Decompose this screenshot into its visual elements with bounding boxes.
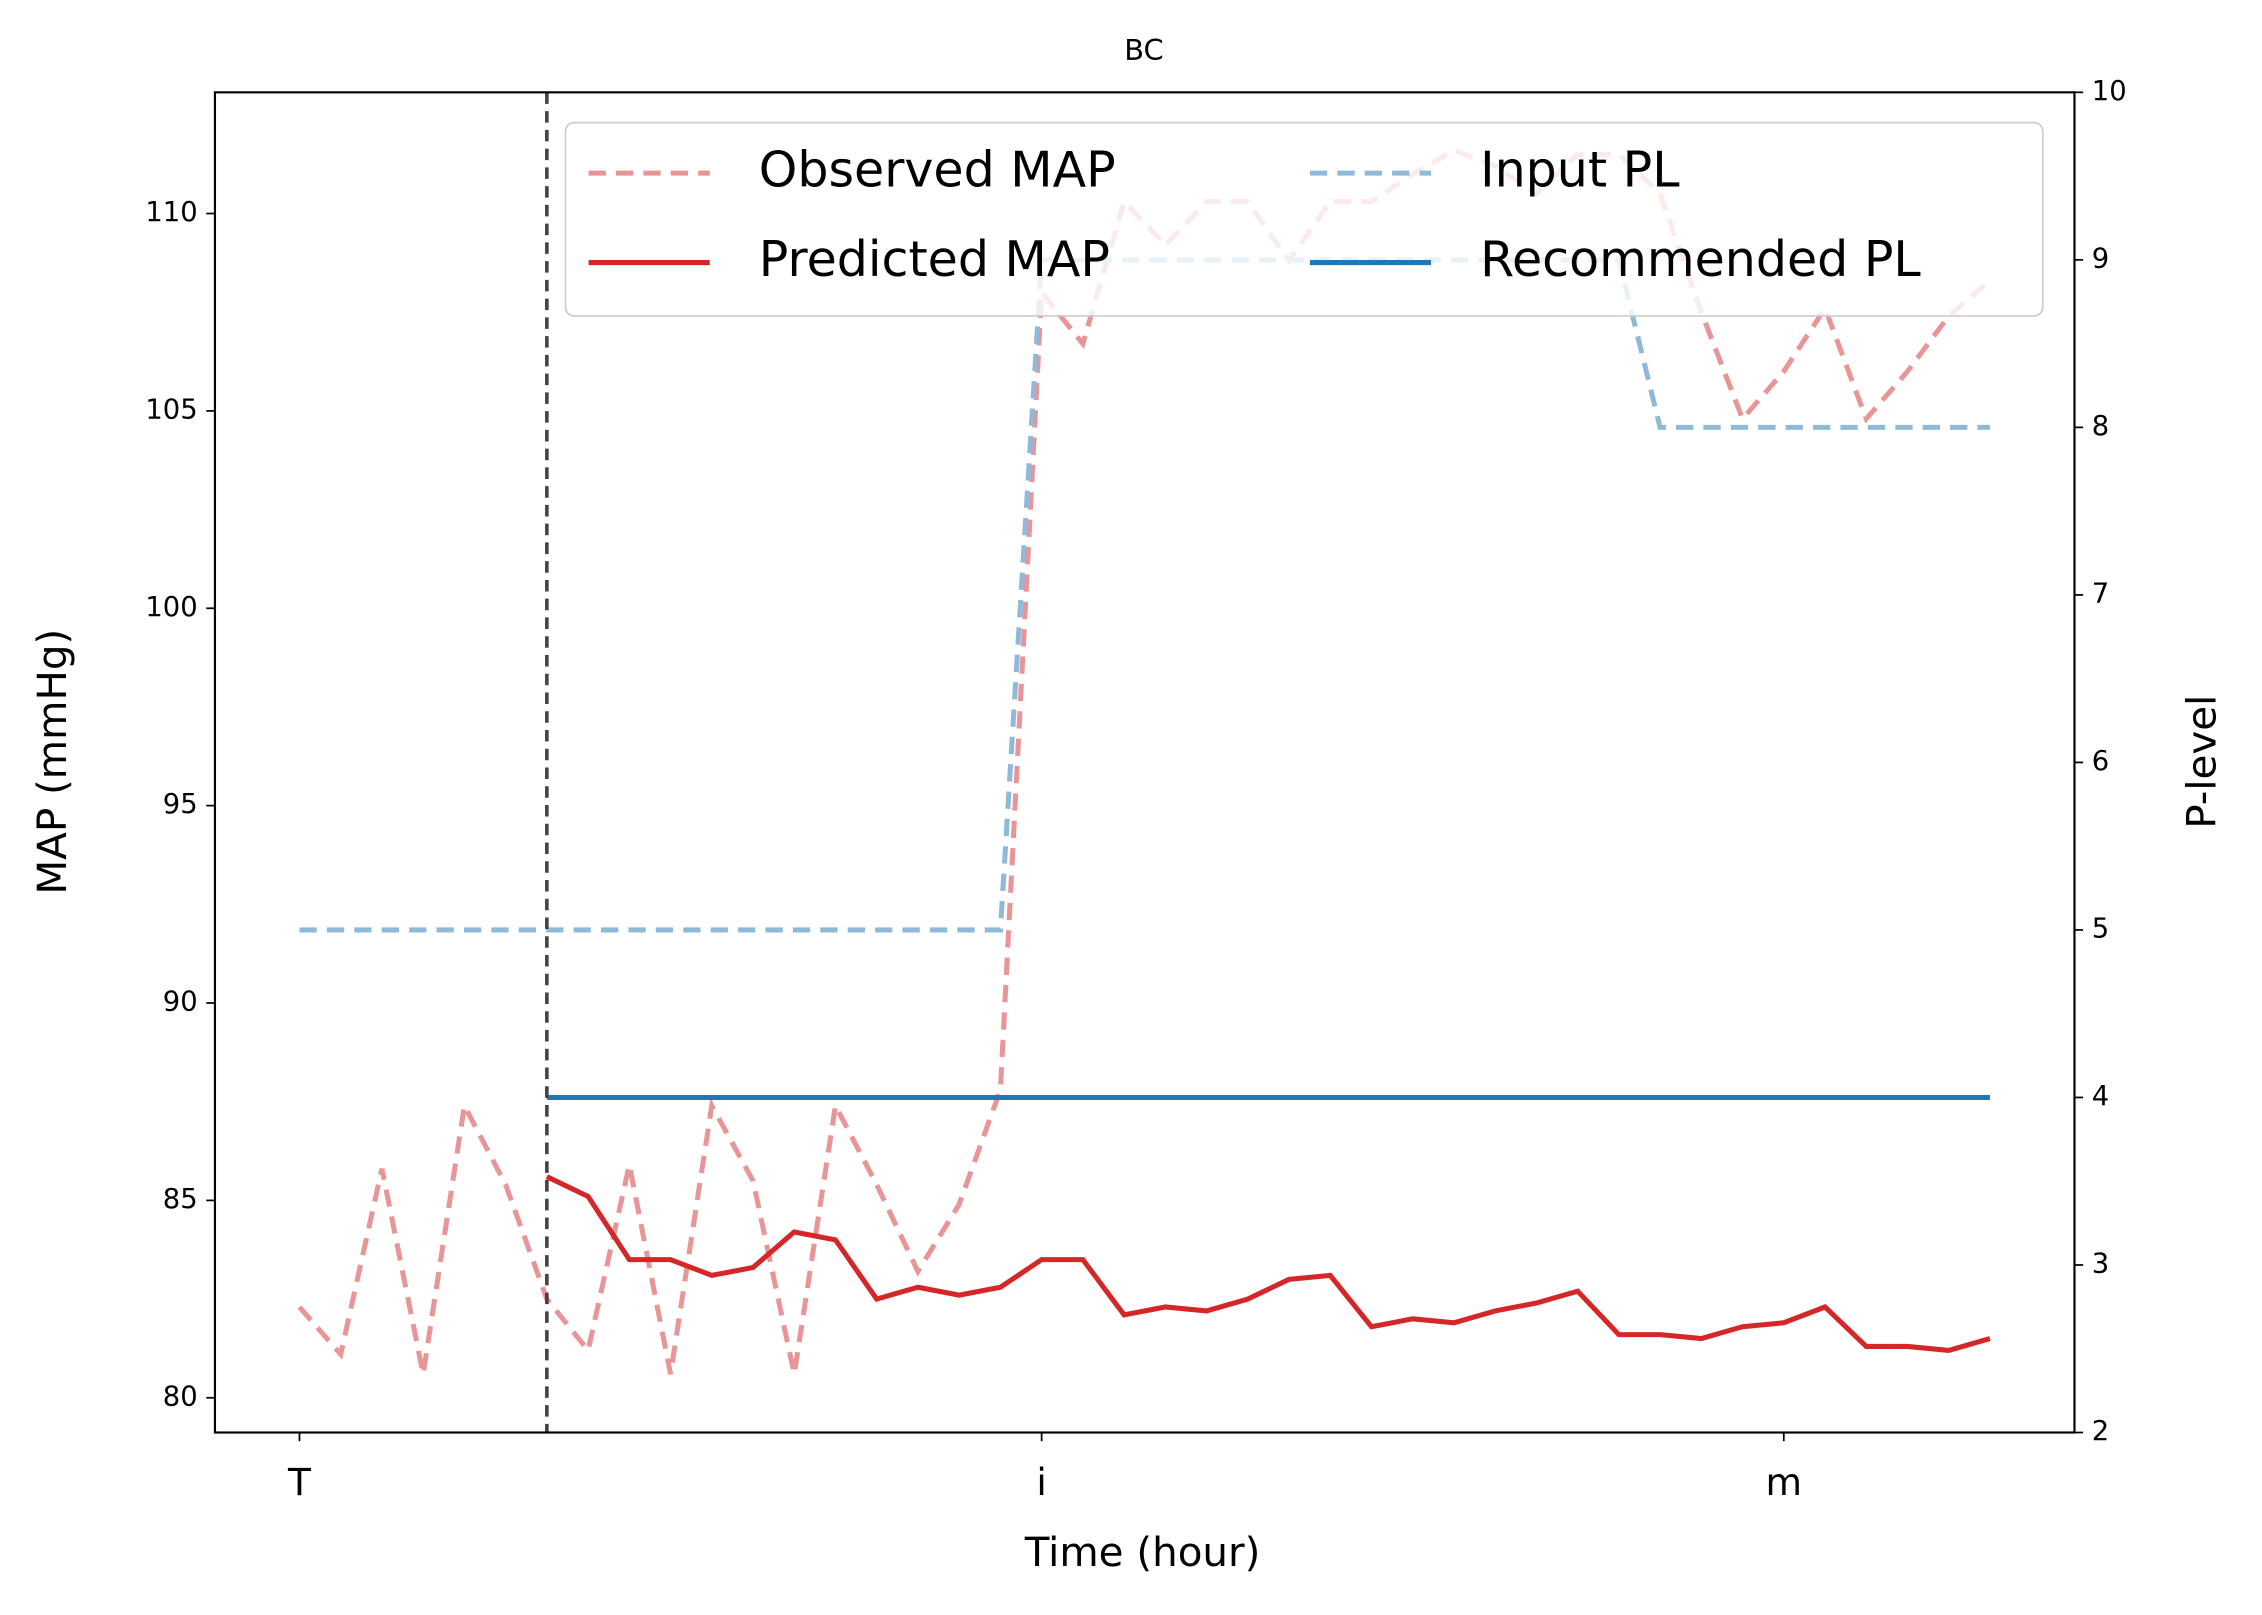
- y-axis-label: MAP (mmHg): [29, 629, 76, 895]
- series-line: [299, 257, 1990, 933]
- y-tick-label: 80: [163, 1381, 198, 1412]
- y2-tick-label: 3: [2092, 1248, 2109, 1279]
- x-tick-label: T: [287, 1460, 312, 1504]
- legend-label: Observed MAP: [759, 141, 1116, 199]
- y-tick-label: 90: [163, 987, 198, 1018]
- legend-label: Input PL: [1480, 141, 1680, 199]
- y2-tick-label: 6: [2092, 746, 2109, 777]
- y2-tick-label: 2: [2092, 1416, 2109, 1447]
- chart-title: BC: [1124, 33, 1163, 67]
- y2-tick-label: 5: [2092, 913, 2109, 944]
- y2-tick-label: 4: [2092, 1081, 2109, 1112]
- y2-tick-label: 7: [2092, 578, 2109, 609]
- x-tick-label: i: [1036, 1460, 1046, 1504]
- y2-tick-label: 8: [2092, 411, 2109, 442]
- y-tick-label: 105: [145, 394, 197, 425]
- legend-box: [564, 121, 2044, 317]
- legend-label: Recommended PL: [1480, 230, 1921, 288]
- plot-frame: [213, 91, 2076, 1434]
- series-line: [545, 1174, 1991, 1353]
- y-tick-label: 100: [145, 592, 197, 623]
- y-tick-label: 85: [163, 1184, 198, 1215]
- y-tick-label: 110: [145, 197, 197, 228]
- y-tick-label: 95: [163, 789, 198, 820]
- x-axis-label: Time (hour): [1024, 1529, 1261, 1576]
- y2-tick-label: 9: [2092, 243, 2109, 274]
- y2-axis-label: P-level: [2178, 695, 2225, 829]
- legend-label: Predicted MAP: [759, 230, 1110, 288]
- y2-tick-label: 10: [2092, 76, 2127, 107]
- series-line: [297, 147, 1992, 1375]
- x-tick-label: m: [1766, 1460, 1803, 1504]
